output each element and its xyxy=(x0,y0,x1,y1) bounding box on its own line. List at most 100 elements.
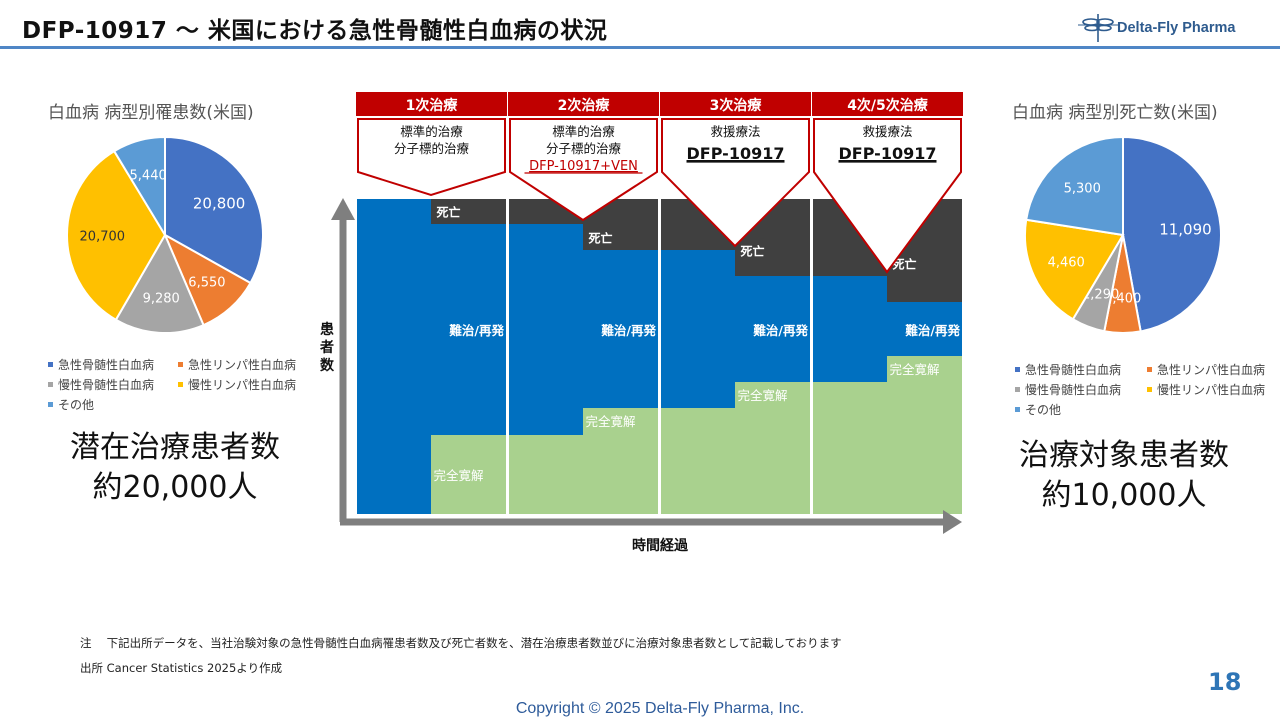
remission-region xyxy=(509,435,583,514)
refractory-label: 難治/再発 xyxy=(905,323,960,338)
stage-therapy-line: 標準的治療 xyxy=(400,124,463,139)
legend-swatch-other xyxy=(48,401,53,407)
stage-header xyxy=(508,92,659,116)
right-callout-value: 約10,000人 xyxy=(1041,478,1207,513)
footnote: 注 下記出所データを、当社治験対象の急性骨髄性白血病罹患者数及び死亡者数を、潜在… xyxy=(80,636,842,650)
left-callout: 潜在治療患者数 約20,000人 xyxy=(55,428,295,508)
pie-slice xyxy=(1122,135,1222,333)
legend-item-other: その他 xyxy=(1015,401,1061,418)
page-number: 18 xyxy=(1208,668,1242,696)
stage-header xyxy=(660,92,811,116)
pie-slice xyxy=(1024,218,1125,321)
pie-slice xyxy=(114,232,205,334)
left-pie-chart: 20,800 6,550 9,280 20,700 5,440 xyxy=(66,135,264,334)
refractory-label: 難治/再発 xyxy=(449,323,504,338)
legend-swatch-other xyxy=(1015,406,1020,412)
stage-therapy-line: 標準的治療 xyxy=(552,124,615,139)
pie-slice-label: 5,300 xyxy=(1064,181,1101,196)
legend-item-aml: 急性骨髄性白血病 xyxy=(1015,361,1147,378)
pie-slice-label: 11,090 xyxy=(1159,220,1212,238)
x-axis-arrow-icon xyxy=(943,510,962,534)
legend-swatch-cml xyxy=(1015,386,1020,392)
left-callout-label: 潜在治療患者数 xyxy=(70,430,280,465)
remission-region xyxy=(735,382,810,514)
stage-callout xyxy=(357,118,506,197)
pie-slice-label: 1,400 xyxy=(1104,292,1141,307)
left-pie-title: 白血病 病型別罹患数(米国) xyxy=(48,103,254,123)
death-label: 死亡 xyxy=(588,231,612,246)
remission-region xyxy=(887,356,962,514)
refractory-label: 難治/再発 xyxy=(601,323,656,338)
remission-label: 完全寛解 xyxy=(737,388,787,403)
y-axis-label: 患者数 xyxy=(320,321,335,374)
pie-slice-label: 20,700 xyxy=(80,230,126,245)
death-label: 死亡 xyxy=(740,244,764,259)
legend-item-all: 急性リンパ性白血病 xyxy=(178,356,296,373)
pie-slice-label: 1,290 xyxy=(1082,288,1119,303)
legend-item-all: 急性リンパ性白血病 xyxy=(1147,361,1265,378)
legend-swatch-cml xyxy=(48,381,53,387)
right-callout-label: 治療対象患者数 xyxy=(1019,438,1229,473)
company-logo-text: Delta-Fly Pharma xyxy=(1117,20,1236,36)
pie-slice xyxy=(164,135,264,285)
stage-highlight-drug: DFP-10917+VEN xyxy=(529,159,638,174)
stage-callout xyxy=(813,118,962,274)
stage-callout xyxy=(509,118,658,222)
stage-header-label: 4次/5次治療 xyxy=(847,97,929,114)
remission-label: 完全寛解 xyxy=(433,468,483,483)
pie-slice-label: 9,280 xyxy=(143,292,180,307)
legend-swatch-all xyxy=(178,361,183,367)
dragonfly-icon xyxy=(1078,14,1118,42)
stage-header-label: 2次治療 xyxy=(558,97,611,114)
copyright: Copyright © 2025 Delta-Fly Pharma, Inc. xyxy=(515,700,805,717)
stage-therapy-line: 救援療法 xyxy=(862,124,912,139)
remission-region xyxy=(431,435,506,514)
pie-slice-label: 6,550 xyxy=(188,276,225,291)
remission-region xyxy=(813,382,887,514)
death-region xyxy=(431,199,506,224)
legend-item-cll: 慢性リンパ性白血病 xyxy=(178,376,296,393)
death-label: 死亡 xyxy=(892,257,916,272)
remission-region xyxy=(583,408,658,514)
death-label: 死亡 xyxy=(436,205,460,220)
right-pie-title: 白血病 病型別死亡数(米国) xyxy=(1012,103,1218,123)
stage-therapy-line: 分子標的治療 xyxy=(394,141,470,156)
stage-therapy-line: 分子標的治療 xyxy=(546,141,622,156)
right-callout: 治療対象患者数 約10,000人 xyxy=(1004,436,1244,516)
remission-region xyxy=(661,408,735,514)
pie-slice xyxy=(66,149,167,322)
source-note: 出所 Cancer Statistics 2025より作成 xyxy=(80,661,283,675)
legend-swatch-aml xyxy=(1015,366,1020,372)
legend-swatch-aml xyxy=(48,361,53,367)
legend-item-cml: 慢性骨髄性白血病 xyxy=(48,376,178,393)
pie-slice xyxy=(112,135,166,239)
legend-item-cll: 慢性リンパ性白血病 xyxy=(1147,381,1265,398)
refractory-label: 難治/再発 xyxy=(753,323,808,338)
remission-label: 完全寛解 xyxy=(889,362,939,377)
stage-header-label: 3次治療 xyxy=(710,97,763,114)
title-underline xyxy=(0,46,1280,49)
y-axis-arrow-icon xyxy=(331,198,355,220)
stage-highlight-drug: DFP-10917 xyxy=(687,144,785,163)
right-pie-legend: 急性骨髄性白血病 急性リンパ性白血病 慢性骨髄性白血病 慢性リンパ性白血病 その… xyxy=(1015,359,1265,419)
legend-item-aml: 急性骨髄性白血病 xyxy=(48,356,178,373)
page-title: DFP-10917 〜 米国における急性骨髄性白血病の状況 xyxy=(22,18,608,44)
stage-header-label: 1次治療 xyxy=(406,97,459,114)
stage-therapy-line: 救援療法 xyxy=(710,124,760,139)
left-callout-value: 約20,000人 xyxy=(92,470,258,505)
pie-slice xyxy=(1025,135,1124,237)
legend-swatch-cll xyxy=(178,381,183,387)
legend-item-cml: 慢性骨髄性白血病 xyxy=(1015,381,1147,398)
legend-item-other: その他 xyxy=(48,396,94,413)
stage-highlight-drug: DFP-10917 xyxy=(839,144,937,163)
legend-swatch-all xyxy=(1147,366,1152,372)
left-pie-legend: 急性骨髄性白血病 急性リンパ性白血病 慢性骨髄性白血病 慢性リンパ性白血病 その… xyxy=(48,354,296,414)
stage-header xyxy=(356,92,507,116)
stage-header xyxy=(812,92,963,116)
company-logo xyxy=(1078,14,1118,42)
pie-slice-label: 5,440 xyxy=(130,169,167,184)
remission-label: 完全寛解 xyxy=(585,414,635,429)
legend-swatch-cll xyxy=(1147,386,1152,392)
x-axis-label: 時間経過 xyxy=(632,537,689,554)
